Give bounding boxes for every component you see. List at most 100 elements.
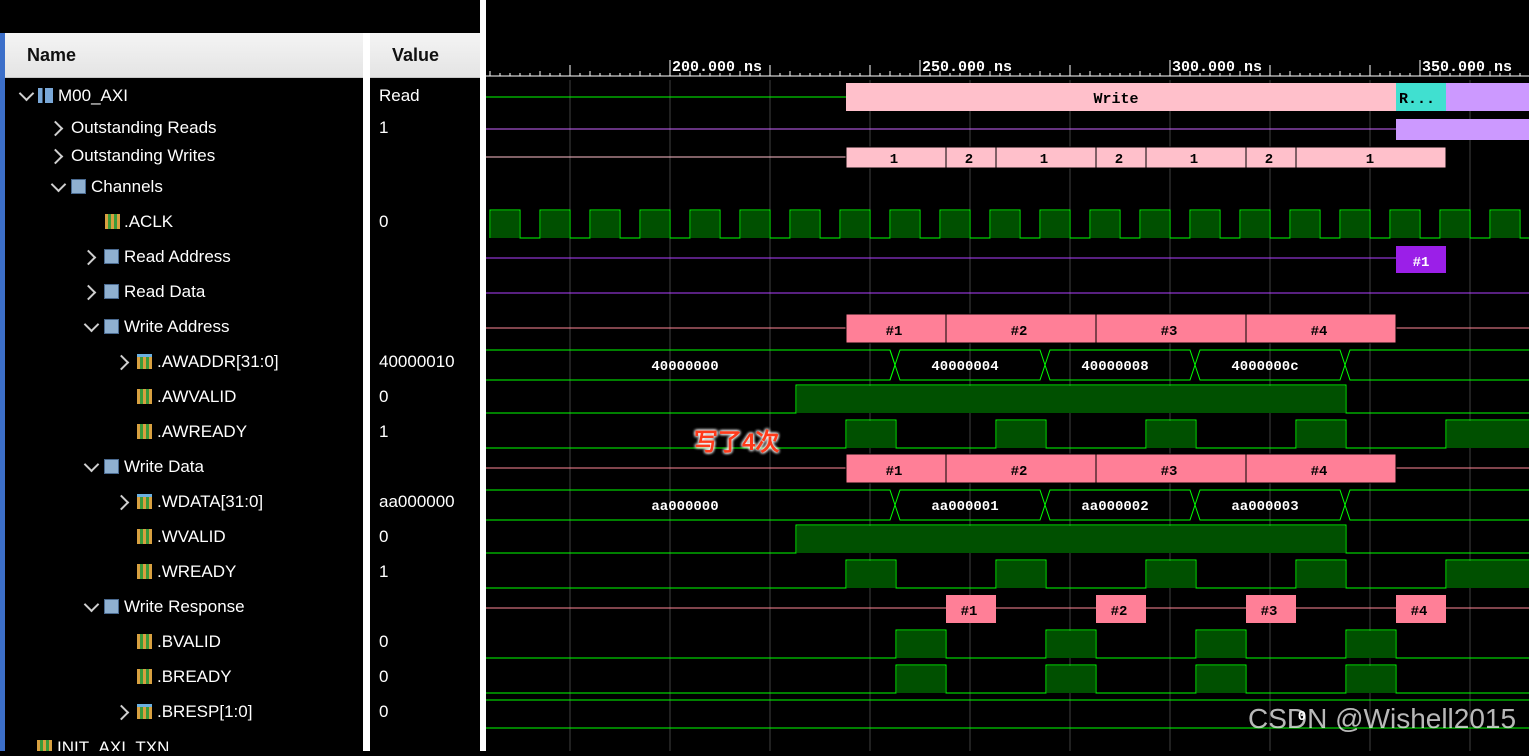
column-splitter[interactable] <box>363 33 370 751</box>
pane-splitter[interactable] <box>480 0 486 751</box>
tick-label-300ns: 300.000 ns <box>1172 59 1262 76</box>
group-icon <box>71 179 86 194</box>
aw-txn-label: #3 <box>1161 324 1178 340</box>
value-bvalid: 0 <box>379 632 389 651</box>
time-ruler[interactable]: 200.000 ns 250.000 ns 300.000 ns 350.000… <box>486 59 1529 77</box>
top-black-bar <box>0 0 482 33</box>
chevron-down-icon[interactable] <box>83 596 100 613</box>
waveform-pane[interactable]: 200.000 ns 250.000 ns 300.000 ns 350.000… <box>486 0 1529 751</box>
chevron-right-icon[interactable] <box>47 148 64 165</box>
signal-icon <box>137 669 152 684</box>
waveform-canvas[interactable]: 200.000 ns 250.000 ns 300.000 ns 350.000… <box>486 0 1529 751</box>
wdata-value: aa000001 <box>931 499 998 515</box>
value-awready: 1 <box>379 422 389 441</box>
interface-icon <box>38 88 53 103</box>
awaddr-value: 40000000 <box>651 359 718 375</box>
name-column-header[interactable]: Name <box>5 33 363 78</box>
aw-txn-label: #2 <box>1011 324 1028 340</box>
value-wdata: aa000000 <box>379 492 455 511</box>
bus-signal-icon <box>137 704 152 719</box>
wave-awready <box>486 419 1529 449</box>
wave-wvalid <box>486 524 1529 554</box>
b-txn-label: #2 <box>1111 604 1128 620</box>
value-bresp: 0 <box>379 702 389 721</box>
value-m00-axi: Read <box>379 86 420 105</box>
wdata-value: aa000002 <box>1081 499 1148 515</box>
chevron-down-icon[interactable] <box>18 85 35 102</box>
wave-wdata: aa000000 aa000001 aa000002 aa000003 <box>486 489 1529 521</box>
signal-icon <box>137 529 152 544</box>
value-wvalid: 0 <box>379 527 389 546</box>
chevron-right-icon[interactable] <box>47 120 64 137</box>
awaddr-value: 4000000c <box>1231 359 1298 375</box>
wave-aclk <box>489 209 1529 239</box>
chevron-down-icon[interactable] <box>83 456 100 473</box>
wave-bvalid <box>486 629 1529 659</box>
wdata-value: aa000000 <box>651 499 718 515</box>
signal-icon <box>137 564 152 579</box>
value-aclk: 0 <box>379 212 389 231</box>
chevron-right-icon[interactable] <box>113 494 130 511</box>
value-outstanding-reads: 1 <box>379 118 389 137</box>
awaddr-value: 40000008 <box>1081 359 1148 375</box>
b-txn-label: #4 <box>1411 604 1428 620</box>
read-addr-txn-label: #1 <box>1413 255 1430 271</box>
value-awaddr: 40000010 <box>379 352 455 371</box>
ow-value: 2 <box>1265 152 1273 168</box>
chevron-down-icon[interactable] <box>50 176 67 193</box>
ow-value: 2 <box>965 152 973 168</box>
wave-write-response: #1 #2 #3 #4 <box>486 595 1529 623</box>
bus-signal-icon <box>137 354 152 369</box>
value-bready: 0 <box>379 667 389 686</box>
chevron-right-icon[interactable] <box>80 249 97 266</box>
value-column-header[interactable]: Value <box>370 33 480 78</box>
wave-outstanding-writes: 1 2 1 2 1 2 1 <box>486 146 1447 169</box>
group-icon <box>104 284 119 299</box>
bus-signal-icon <box>137 494 152 509</box>
aw-txn-label: #4 <box>1311 324 1328 340</box>
bresp-value: 0 <box>1298 709 1306 725</box>
ow-value: 1 <box>1190 152 1198 168</box>
group-icon <box>104 249 119 264</box>
wdata-value: aa000003 <box>1231 499 1298 515</box>
wave-bready <box>486 664 1529 694</box>
b-txn-label: #1 <box>961 604 978 620</box>
signal-icon <box>137 634 152 649</box>
signal-icon <box>105 214 120 229</box>
signal-icon <box>37 740 52 751</box>
ow-value: 2 <box>1115 152 1123 168</box>
value-wready: 1 <box>379 562 389 581</box>
signal-icon <box>137 424 152 439</box>
wave-read-address: #1 <box>486 246 1446 273</box>
value-awvalid: 0 <box>379 387 389 406</box>
ow-value: 1 <box>1040 152 1048 168</box>
wave-wready <box>486 559 1529 589</box>
watermark: CSDN @Wishell2015 <box>1248 703 1517 734</box>
time-grid <box>569 80 1471 751</box>
b-txn-label: #3 <box>1261 604 1278 620</box>
annotation-write-4-times: 写了4次 <box>694 429 780 456</box>
wave-write-data: #1 #2 #3 #4 <box>486 453 1529 484</box>
wave-outstanding-reads <box>486 119 1529 140</box>
state-label-write: Write <box>1093 91 1138 108</box>
chevron-down-icon[interactable] <box>83 316 100 333</box>
tick-label-250ns: 250.000 ns <box>922 59 1012 76</box>
chevron-right-icon[interactable] <box>113 354 130 371</box>
wave-m00-axi-state: Write R... <box>486 83 1529 111</box>
name-column: Name M00_AXI Outstanding Reads Outstandi… <box>5 33 363 751</box>
wave-awvalid <box>486 384 1529 414</box>
chevron-right-icon[interactable] <box>113 704 130 721</box>
chevron-right-icon[interactable] <box>80 284 97 301</box>
group-icon <box>104 459 119 474</box>
awaddr-value: 40000004 <box>931 359 998 375</box>
wave-awaddr: 40000000 40000004 40000008 4000000c <box>486 349 1529 381</box>
aw-txn-label: #1 <box>886 324 903 340</box>
tick-label-350ns: 350.000 ns <box>1422 59 1512 76</box>
w-txn-label: #3 <box>1161 464 1178 480</box>
ow-value: 1 <box>1366 152 1374 168</box>
value-column: Value Read 1 0 40000010 0 1 aa000000 0 1… <box>370 33 480 751</box>
wave-write-address: #1 #2 #3 #4 <box>486 313 1529 344</box>
w-txn-label: #4 <box>1311 464 1328 480</box>
ow-value: 1 <box>890 152 898 168</box>
group-icon <box>104 319 119 334</box>
